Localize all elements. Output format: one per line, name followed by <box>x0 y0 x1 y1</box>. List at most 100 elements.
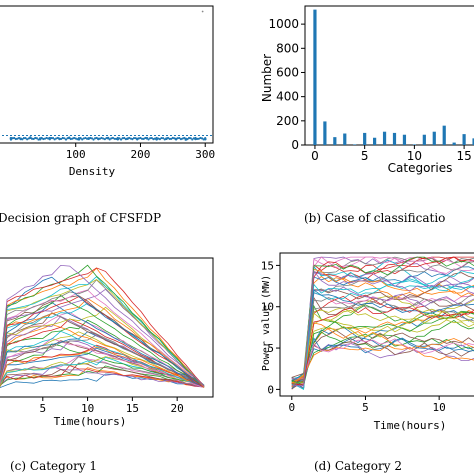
y-tick-label: 400 <box>276 90 299 104</box>
decision-point <box>168 137 171 140</box>
decision-point <box>194 136 197 140</box>
decision-point <box>178 136 181 140</box>
category-bar <box>353 144 357 145</box>
category-1-panel: 5 10 15 20 Time(hours) (c) Category 1 <box>0 257 214 473</box>
decision-point <box>108 138 111 141</box>
category-bar <box>392 132 397 145</box>
power-curve <box>291 256 474 390</box>
load-curve <box>0 312 205 387</box>
x-tick-label: 20 <box>171 402 184 415</box>
decision-point <box>48 138 51 141</box>
decision-point <box>87 137 90 141</box>
decision-point <box>173 137 176 140</box>
decision-point <box>200 137 204 140</box>
decision-point <box>13 136 16 140</box>
y-tick-label: 0 <box>291 138 299 152</box>
decision-graph-x-axis-label: Density <box>69 165 116 178</box>
decision-graph-caption: Decision graph of CFSFDP <box>0 211 161 225</box>
decision-point <box>201 10 204 13</box>
decision-point <box>150 136 153 140</box>
decision-point <box>14 137 17 141</box>
category-2-y-ticks: 0 5 10 15 <box>261 259 280 396</box>
decision-point <box>136 138 139 141</box>
load-curve <box>0 344 205 387</box>
category-bar <box>382 131 387 145</box>
decision-point <box>158 138 161 141</box>
decision-point <box>77 136 81 140</box>
power-curve <box>291 268 474 384</box>
decision-point <box>94 137 97 140</box>
x-tick-label: 15 <box>126 402 139 415</box>
decision-point <box>76 138 79 141</box>
decision-point <box>79 137 82 140</box>
decision-point <box>84 136 87 140</box>
decision-point <box>204 137 207 140</box>
load-curve <box>0 267 205 387</box>
category-2-frame <box>279 252 474 397</box>
load-curve <box>0 267 205 388</box>
decision-point <box>186 137 189 141</box>
category-bar <box>313 9 317 146</box>
decision-graph-points <box>9 10 207 141</box>
decision-point <box>30 137 34 140</box>
load-curve <box>0 311 205 387</box>
power-curve <box>291 294 474 388</box>
decision-point <box>32 137 35 141</box>
x-tick-label: 0 <box>311 149 319 163</box>
decision-point <box>121 137 124 140</box>
decision-point <box>162 137 165 140</box>
decision-point <box>68 136 71 140</box>
classification-panel: 0 5 10 15 0 200 400 600 800 1000 Categories Numb… <box>260 5 474 225</box>
decision-point <box>145 137 149 140</box>
y-tick-label: 800 <box>276 41 299 55</box>
category-bar <box>462 134 466 145</box>
decision-point <box>60 137 63 141</box>
decision-point <box>26 138 29 141</box>
category-bar <box>333 137 337 145</box>
power-curve <box>291 331 474 386</box>
power-curve <box>291 319 474 385</box>
load-curve <box>0 276 205 387</box>
power-curve <box>291 308 474 387</box>
category-bar <box>363 132 367 145</box>
decision-point <box>174 138 178 141</box>
decision-point <box>105 136 108 140</box>
load-curve <box>0 362 205 388</box>
category-1-x-ticks: 5 10 15 20 <box>39 397 184 415</box>
load-curve <box>0 264 205 387</box>
category-bar <box>442 125 446 145</box>
load-curve <box>0 276 205 386</box>
power-curve <box>291 337 474 389</box>
load-curve <box>0 264 205 387</box>
load-curve <box>0 295 205 387</box>
decision-point <box>103 138 106 141</box>
x-tick-label: 5 <box>362 401 369 414</box>
decision-point <box>35 137 38 140</box>
category-1-caption: (c) Category 1 <box>10 459 97 473</box>
decision-graph-panel: 100 200 300 Density Decision graph of CFSF… <box>0 5 215 225</box>
category-2-caption: (d) Category 2 <box>314 459 402 473</box>
decision-point <box>115 137 118 140</box>
decision-point <box>149 137 152 140</box>
decision-point <box>131 138 134 141</box>
power-curve <box>291 269 474 386</box>
decision-point <box>142 137 145 140</box>
decision-point <box>191 138 194 141</box>
classification-caption: (b) Case of classificatio <box>304 211 445 225</box>
classification-x-ticks: 0 5 10 15 <box>311 145 472 163</box>
y-tick-label: 1000 <box>268 17 299 31</box>
y-tick-label: 10 <box>261 301 274 314</box>
category-bar <box>343 133 347 145</box>
y-tick-label: 15 <box>261 259 274 272</box>
category-bar <box>373 137 377 145</box>
load-curve <box>0 302 205 388</box>
classification-y-ticks: 0 200 400 600 800 1000 <box>268 17 305 152</box>
power-curve <box>291 256 474 389</box>
power-curve <box>291 304 474 383</box>
power-curve <box>291 256 474 386</box>
decision-point <box>53 138 56 141</box>
x-tick-label: 10 <box>407 149 422 163</box>
decision-point <box>196 137 199 140</box>
decision-point <box>123 136 126 140</box>
x-tick-label: 5 <box>39 402 46 415</box>
